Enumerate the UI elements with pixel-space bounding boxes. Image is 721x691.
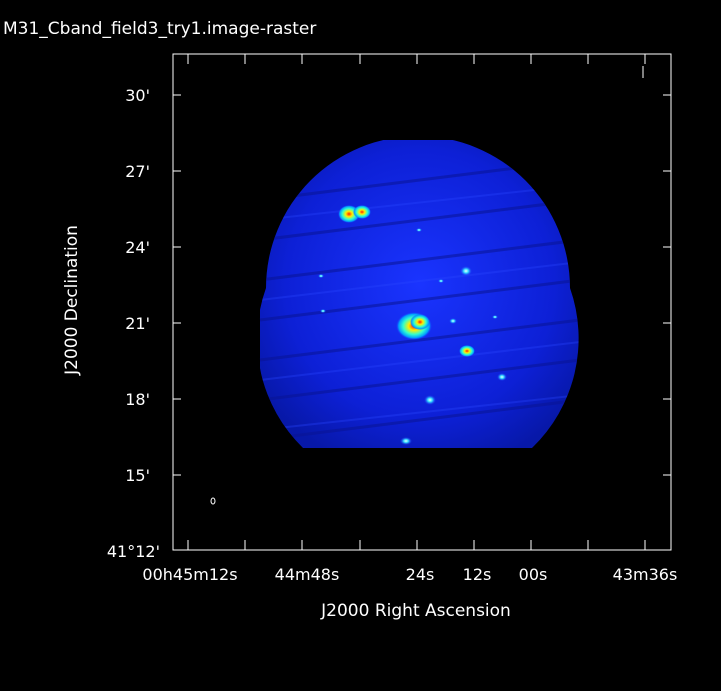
y-axis-title: J2000 Declination [62,225,82,376]
y-tick-label: 21' [125,314,150,333]
source-edge-bottom [400,437,412,445]
image-title: M31_Cband_field3_try1.image-raster [3,19,316,39]
y-tick-label: 27' [125,162,150,181]
source-bright-center[interactable] [396,312,432,340]
source-faint-1 [438,279,444,283]
y-tick-label: 41°12' [107,542,160,561]
source-lower-middle[interactable] [424,395,436,405]
y-tick-label: 30' [125,86,150,105]
x-tick-label: 12s [463,565,492,584]
image-field[interactable] [259,140,580,460]
x-tick-label: 00s [519,565,548,584]
x-tick-label: 44m48s [275,565,340,584]
x-tick-marks [187,54,646,550]
source-faint-5 [416,228,422,232]
x-axis-title: J2000 Right Ascension [320,601,511,621]
y-tick-label: 18' [125,390,150,409]
x-tick-label: 00h45m12s [142,565,237,584]
source-faint-2 [318,274,324,278]
source-faint-6 [449,318,457,324]
beam-ellipse [210,497,216,505]
source-cluster-upper-left[interactable] [338,205,371,223]
y-tick-label: 15' [125,466,150,485]
y-tick-label: 24' [125,238,150,257]
plot-frame [172,53,672,551]
source-right-upper[interactable] [460,266,472,276]
source-faint-4 [492,315,498,319]
source-right-compact[interactable] [459,345,475,357]
source-faint-3 [320,309,326,313]
source-lower-right[interactable] [497,373,507,381]
x-tick-label: 43m36s [613,565,678,584]
y-tick-marks [173,94,671,551]
x-tick-label: 24s [406,565,435,584]
